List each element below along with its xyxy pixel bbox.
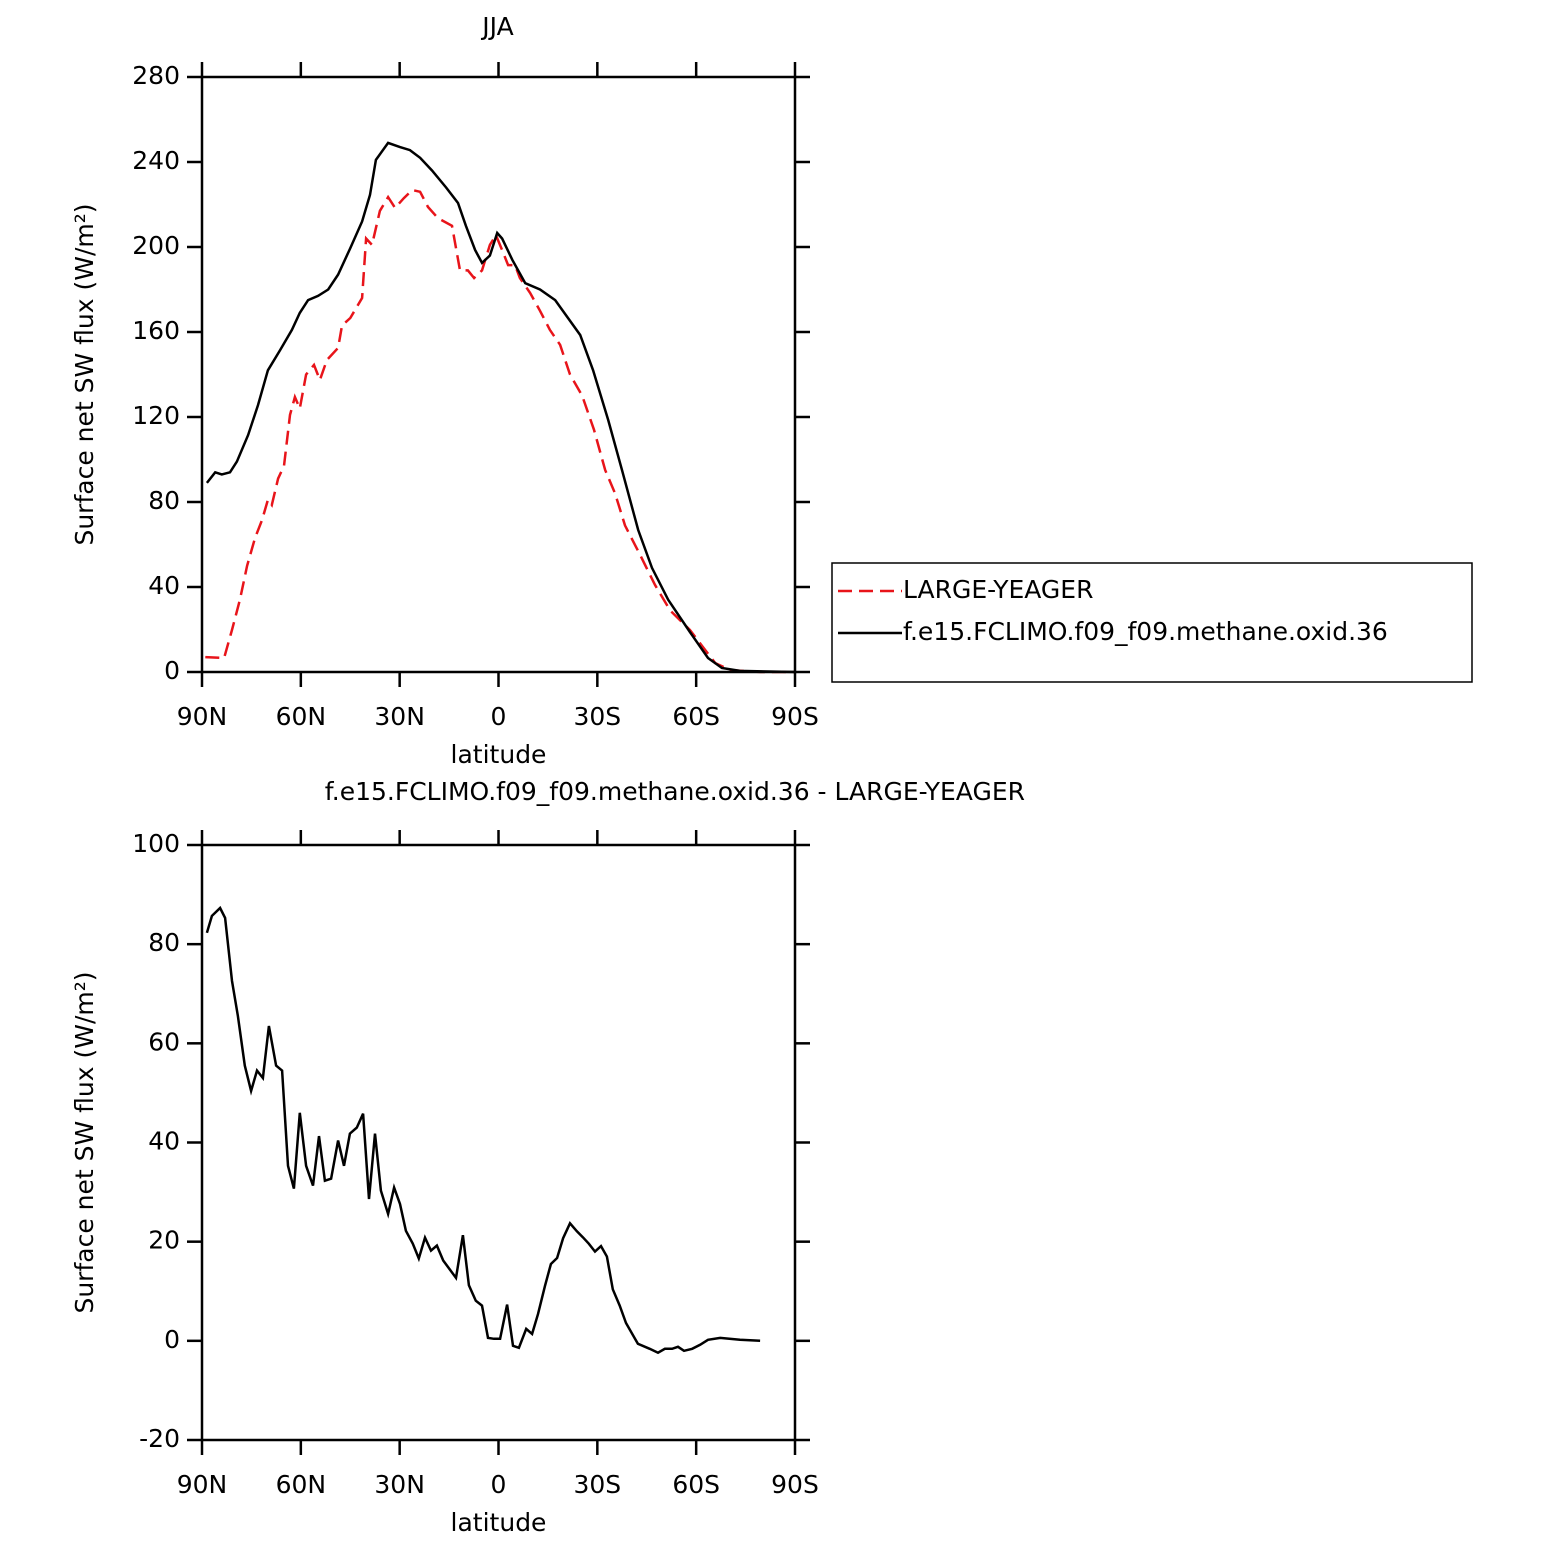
- x-tick-label: 30N: [374, 702, 425, 731]
- x-tick-label: 60N: [276, 1470, 327, 1499]
- x-tick-label: 90N: [177, 702, 228, 731]
- x-tick-label: 30S: [573, 702, 621, 731]
- series-line: [205, 141, 796, 674]
- y-axis-label: Surface net SW flux (W/m²): [70, 203, 99, 545]
- series-line: [205, 905, 761, 1355]
- plot-frame: [200, 843, 797, 1442]
- y-tick-label: 280: [132, 61, 180, 90]
- chart-title: JJA: [480, 12, 513, 41]
- y-tick-label: 80: [148, 928, 180, 957]
- y-tick-label: 0: [164, 1325, 180, 1354]
- y-axis-label: Surface net SW flux (W/m²): [70, 971, 99, 1313]
- y-tick-label: 120: [132, 401, 180, 430]
- x-tick-label: 60N: [276, 702, 327, 731]
- y-tick-label: 20: [148, 1226, 180, 1255]
- x-tick-label: 90S: [771, 702, 819, 731]
- y-tick-label: 0: [164, 656, 180, 685]
- x-tick-label: 0: [491, 702, 507, 731]
- x-tick-label: 0: [491, 1470, 507, 1499]
- y-tick-label: 160: [132, 316, 180, 345]
- x-axis-label: latitude: [451, 1508, 547, 1537]
- y-tick-label: 100: [132, 829, 180, 858]
- legend-label: LARGE-YEAGER: [903, 575, 1093, 604]
- y-tick-label: 40: [148, 1127, 180, 1156]
- y-tick-label: 40: [148, 571, 180, 600]
- series-line: [205, 188, 795, 674]
- y-tick-label: 60: [148, 1027, 180, 1056]
- x-tick-label: 30N: [374, 1470, 425, 1499]
- y-tick-label: 80: [148, 486, 180, 515]
- x-axis-label: latitude: [451, 740, 547, 769]
- legend-label: f.e15.FCLIMO.f09_f09.methane.oxid.36: [903, 617, 1388, 646]
- chart-title: f.e15.FCLIMO.f09_f09.methane.oxid.36 - L…: [325, 777, 1025, 806]
- x-tick-label: 90N: [177, 1470, 228, 1499]
- y-tick-label: -20: [139, 1424, 180, 1453]
- y-tick-label: 240: [132, 146, 180, 175]
- x-tick-label: 60S: [672, 702, 720, 731]
- x-tick-label: 30S: [573, 1470, 621, 1499]
- plot-frame: [200, 75, 797, 674]
- y-tick-label: 200: [132, 231, 180, 260]
- x-tick-label: 90S: [771, 1470, 819, 1499]
- x-tick-label: 60S: [672, 1470, 720, 1499]
- legend-box: [831, 562, 1473, 683]
